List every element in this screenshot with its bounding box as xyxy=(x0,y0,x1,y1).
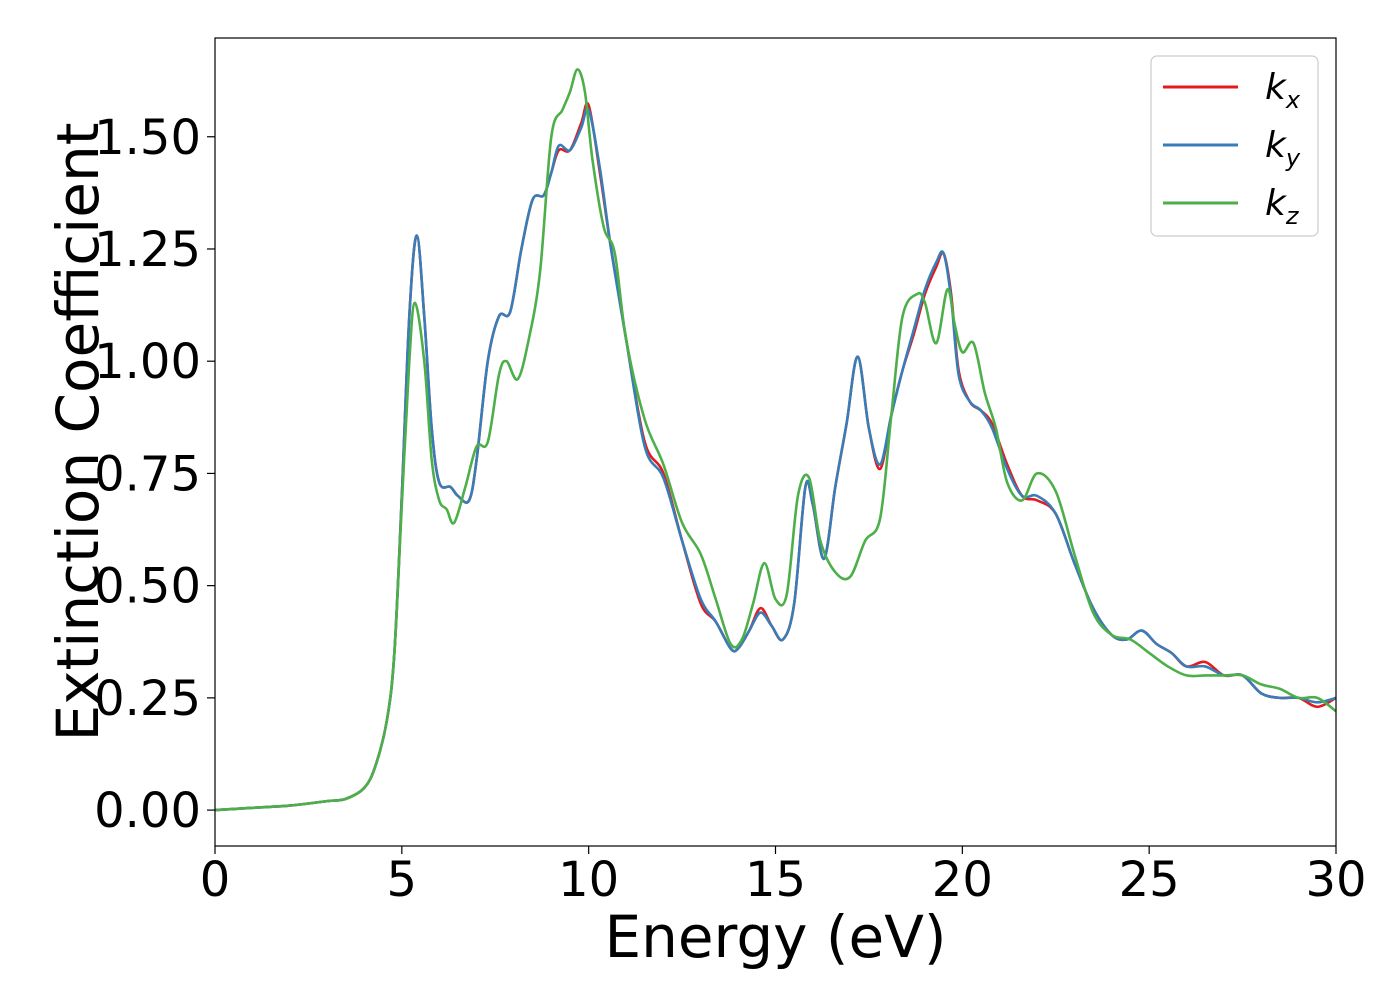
y-tick-label: 1.00 xyxy=(94,334,201,390)
x-tick-label: 10 xyxy=(558,852,619,908)
y-tick-label: 0.25 xyxy=(94,671,201,727)
legend: kx ky kz xyxy=(1150,55,1319,237)
x-axis-title: Energy (eV) xyxy=(604,903,946,971)
series-layer xyxy=(214,68,1337,812)
x-tick-label: 30 xyxy=(1305,852,1366,908)
legend-label-kz: kz xyxy=(1265,183,1300,230)
y-tick-label: 0.00 xyxy=(94,783,201,839)
y-tick-label: 1.25 xyxy=(94,222,201,278)
x-tick-label: 25 xyxy=(1119,852,1180,908)
series-line-kz xyxy=(214,68,1337,812)
x-tick-label: 5 xyxy=(387,852,418,908)
ticks-layer: 0 5 10 15 20 25 30 0.00 0.25 0.50 0.75 1.00 1.25 1.50 xyxy=(94,110,1366,908)
legend-label-ky: ky xyxy=(1265,125,1301,172)
y-axis-title: Extinction Coefficient xyxy=(44,123,112,742)
x-tick-label: 0 xyxy=(200,852,231,908)
x-tick-label: 15 xyxy=(745,852,806,908)
y-tick-label: 0.50 xyxy=(94,559,201,615)
x-tick-label: 20 xyxy=(932,852,993,908)
legend-label-kx: kx xyxy=(1265,67,1301,114)
y-tick-label: 1.50 xyxy=(94,110,201,166)
y-tick-label: 0.75 xyxy=(94,446,201,502)
